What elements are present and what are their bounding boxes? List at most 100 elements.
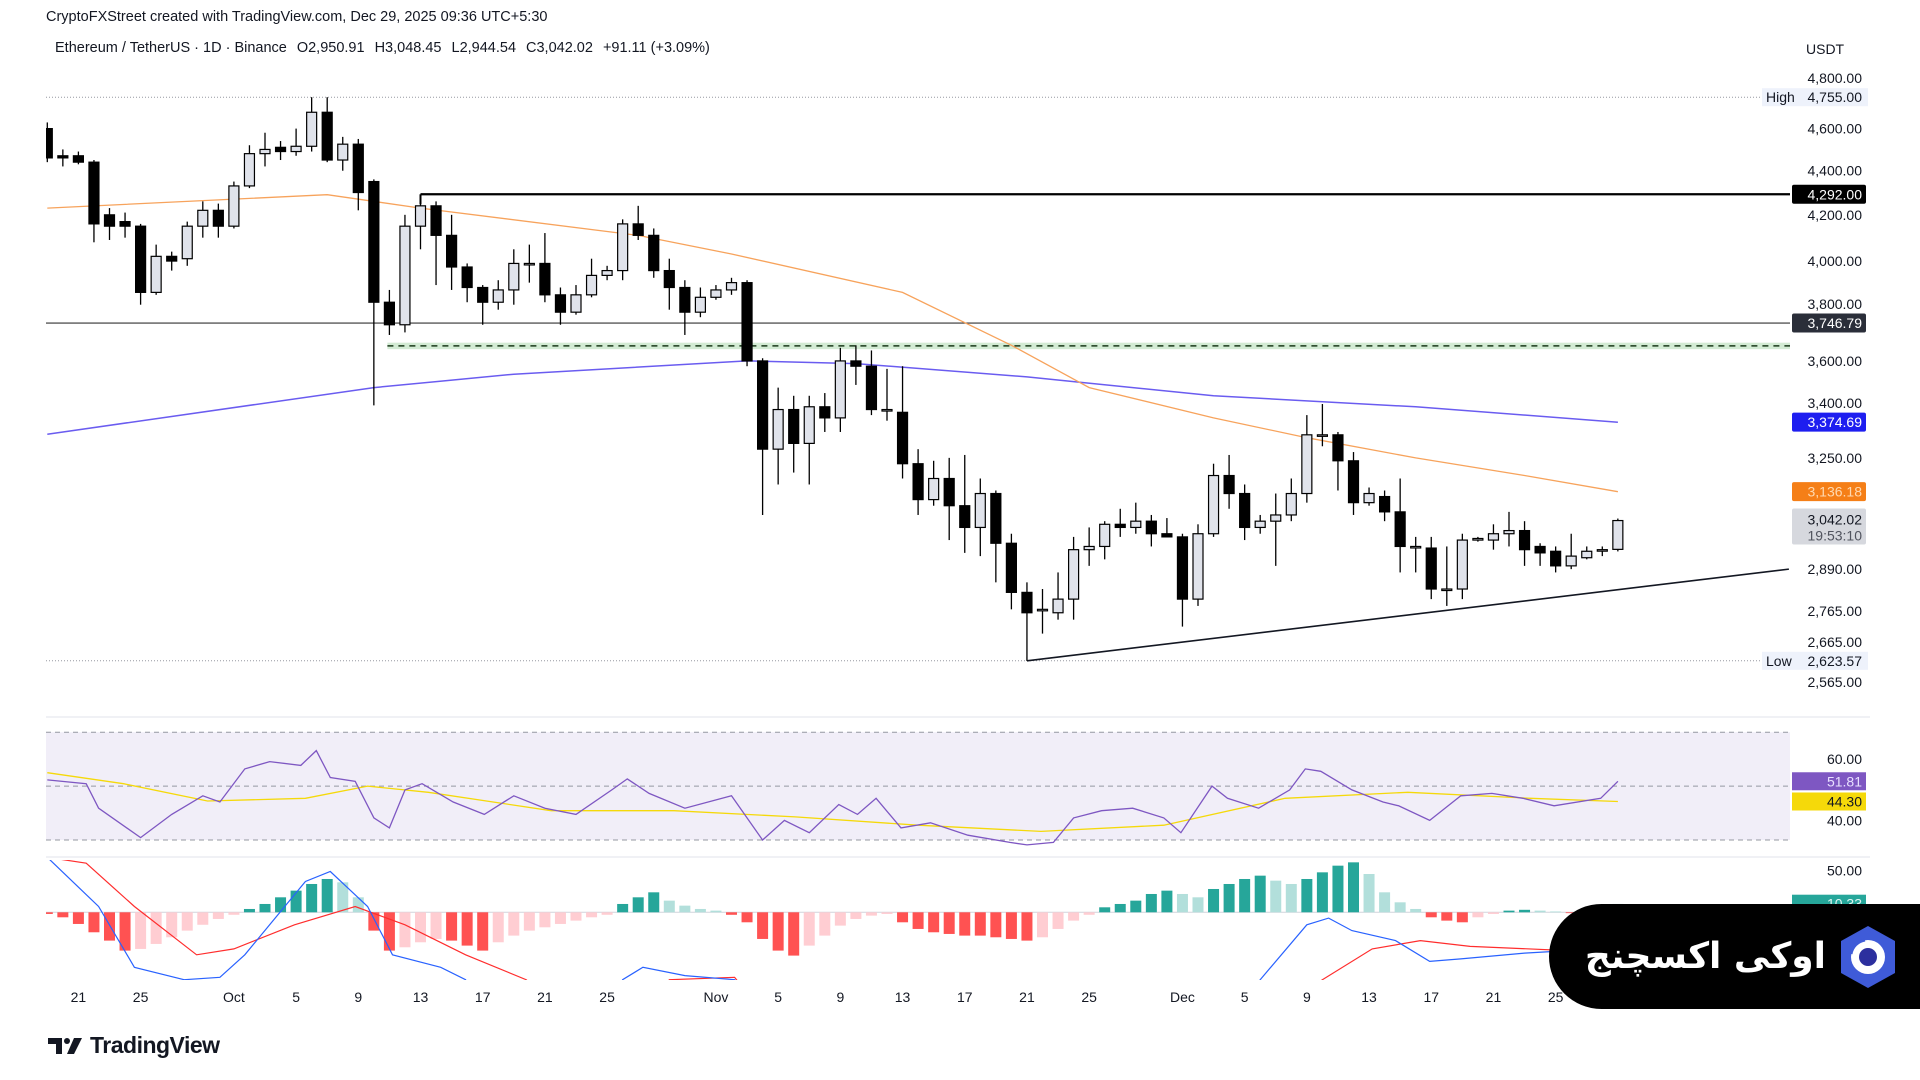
candle[interactable] [1410, 536, 1422, 573]
candle[interactable] [1223, 454, 1235, 509]
candle[interactable] [943, 457, 955, 541]
candle[interactable] [819, 393, 831, 432]
candle[interactable] [1114, 508, 1126, 537]
candle[interactable] [72, 151, 85, 165]
candle[interactable] [1596, 546, 1608, 557]
candle[interactable] [617, 219, 629, 281]
candle[interactable] [1503, 511, 1515, 547]
candle[interactable] [1083, 527, 1095, 566]
candle[interactable] [1005, 533, 1018, 610]
candle[interactable] [1363, 487, 1375, 506]
candle[interactable] [57, 149, 69, 167]
rsi-pane[interactable] [46, 731, 1790, 846]
candle[interactable] [1176, 533, 1189, 627]
support-zone[interactable] [387, 342, 1790, 350]
candle[interactable] [181, 221, 193, 266]
candle[interactable] [1332, 431, 1344, 491]
candle[interactable] [1254, 514, 1266, 534]
candle[interactable] [1130, 502, 1142, 534]
symbol-name[interactable]: Ethereum / TetherUS · 1D · Binance [55, 40, 287, 56]
candle[interactable] [228, 181, 240, 229]
candle[interactable] [477, 285, 489, 325]
candle[interactable] [1316, 404, 1329, 447]
candle[interactable] [446, 214, 458, 290]
candle[interactable] [1192, 524, 1204, 606]
candle[interactable] [834, 347, 846, 432]
candle[interactable] [1239, 484, 1251, 541]
candle[interactable] [1347, 452, 1360, 515]
candle[interactable] [274, 141, 287, 161]
candle[interactable] [1301, 415, 1313, 503]
candle[interactable] [1161, 518, 1173, 538]
candle[interactable] [523, 244, 535, 283]
candle[interactable] [1612, 518, 1624, 552]
candle[interactable] [166, 251, 178, 271]
candle[interactable] [912, 449, 924, 515]
candle[interactable] [1036, 589, 1049, 634]
candle[interactable] [881, 368, 893, 421]
candle[interactable] [663, 258, 675, 310]
candle[interactable] [103, 208, 116, 240]
candle[interactable] [492, 280, 504, 310]
candle[interactable] [679, 280, 691, 335]
candle[interactable] [119, 212, 131, 238]
candle[interactable] [539, 233, 551, 303]
candle[interactable] [850, 345, 862, 385]
candle[interactable] [321, 97, 333, 163]
candle[interactable] [928, 460, 940, 506]
candle[interactable] [383, 289, 395, 335]
candle[interactable] [632, 205, 644, 240]
candle[interactable] [974, 478, 986, 557]
candle[interactable] [461, 263, 473, 303]
candle[interactable] [1441, 546, 1453, 606]
candle[interactable] [648, 228, 660, 278]
candle[interactable] [399, 214, 411, 333]
candle[interactable] [1565, 533, 1577, 570]
candle[interactable] [1145, 514, 1157, 547]
candle[interactable] [1425, 536, 1437, 600]
candle[interactable] [756, 358, 769, 515]
candle[interactable] [1099, 521, 1111, 560]
candle[interactable] [306, 97, 318, 152]
candle[interactable] [959, 454, 971, 553]
candle[interactable] [585, 258, 598, 298]
candle[interactable] [337, 136, 349, 171]
candle[interactable] [772, 387, 784, 485]
ascending-trendline[interactable] [1026, 568, 1789, 662]
candle[interactable] [352, 138, 364, 211]
candle[interactable] [259, 132, 271, 167]
candle[interactable] [990, 490, 1002, 583]
candle[interactable] [865, 350, 878, 416]
candle[interactable] [601, 265, 613, 281]
candle[interactable] [1052, 572, 1064, 620]
candle[interactable] [1021, 582, 1033, 661]
candle[interactable] [1394, 478, 1406, 573]
candle[interactable] [508, 249, 520, 305]
main-pane[interactable] [42, 96, 1790, 662]
candle[interactable] [741, 280, 753, 367]
candle[interactable] [243, 145, 256, 189]
candle[interactable] [1456, 533, 1468, 600]
candle[interactable] [135, 223, 147, 305]
candle[interactable] [290, 128, 302, 156]
currency-label[interactable]: USDT [1806, 41, 1845, 57]
candle[interactable] [1207, 463, 1220, 537]
candle[interactable] [88, 160, 100, 243]
candle[interactable] [694, 287, 707, 318]
candle[interactable] [197, 201, 209, 238]
candle[interactable] [42, 122, 53, 163]
candle[interactable] [725, 277, 738, 295]
candle[interactable] [570, 285, 582, 315]
candle[interactable] [1534, 543, 1546, 566]
candle[interactable] [1472, 536, 1484, 542]
candle[interactable] [150, 244, 162, 295]
candle[interactable] [803, 395, 815, 485]
candle[interactable] [1487, 524, 1500, 550]
macd-pane[interactable] [42, 857, 1790, 1020]
candle[interactable] [368, 179, 380, 406]
candle[interactable] [212, 203, 224, 238]
candle[interactable] [430, 201, 442, 286]
candle[interactable] [554, 287, 567, 325]
candle[interactable] [710, 285, 722, 300]
